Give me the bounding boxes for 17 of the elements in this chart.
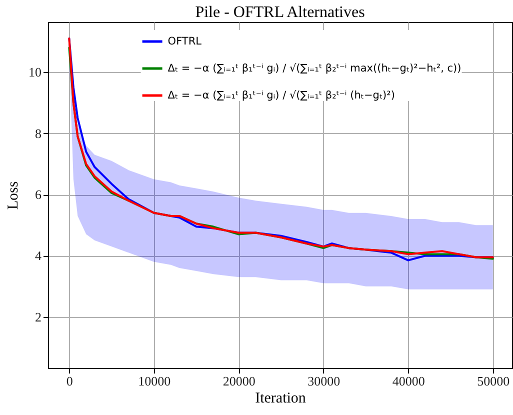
legend-label: Δₜ = −α (∑ᵢ₌₁ᵗ β₁ᵗ⁻ⁱ gᵢ) / √(∑ᵢ₌₁ᵗ β₂ᵗ⁻ⁱ (hₜ−gₜ)²)	[168, 90, 395, 102]
y-tick-label: 8	[35, 126, 42, 141]
y-axis-title: Loss	[6, 181, 22, 210]
x-axis-title: Iteration	[255, 390, 306, 406]
legend-label: Δₜ = −α (∑ᵢ₌₁ᵗ β₁ᵗ⁻ⁱ gᵢ) / √(∑ᵢ₌₁ᵗ β₂ᵗ⁻ⁱ max((hₜ−gₜ)²−hₜ², c))	[168, 62, 462, 74]
x-tick-label: 10000	[138, 374, 171, 388]
x-tick-label: 0	[66, 374, 73, 388]
y-tick-label: 6	[35, 187, 42, 202]
y-tick-label: 10	[28, 64, 42, 80]
y-tick-label: 4	[35, 248, 42, 264]
legend-label: OFTRL	[168, 36, 202, 48]
x-tick-label: 40000	[392, 374, 425, 388]
y-tick-label: 2	[35, 309, 42, 324]
x-tick-label: 50000	[477, 374, 510, 388]
x-tick-label: 20000	[222, 374, 256, 388]
x-tick-label: 30000	[308, 374, 340, 388]
chart-title: Pile - OFTRL Alternatives	[195, 4, 365, 21]
